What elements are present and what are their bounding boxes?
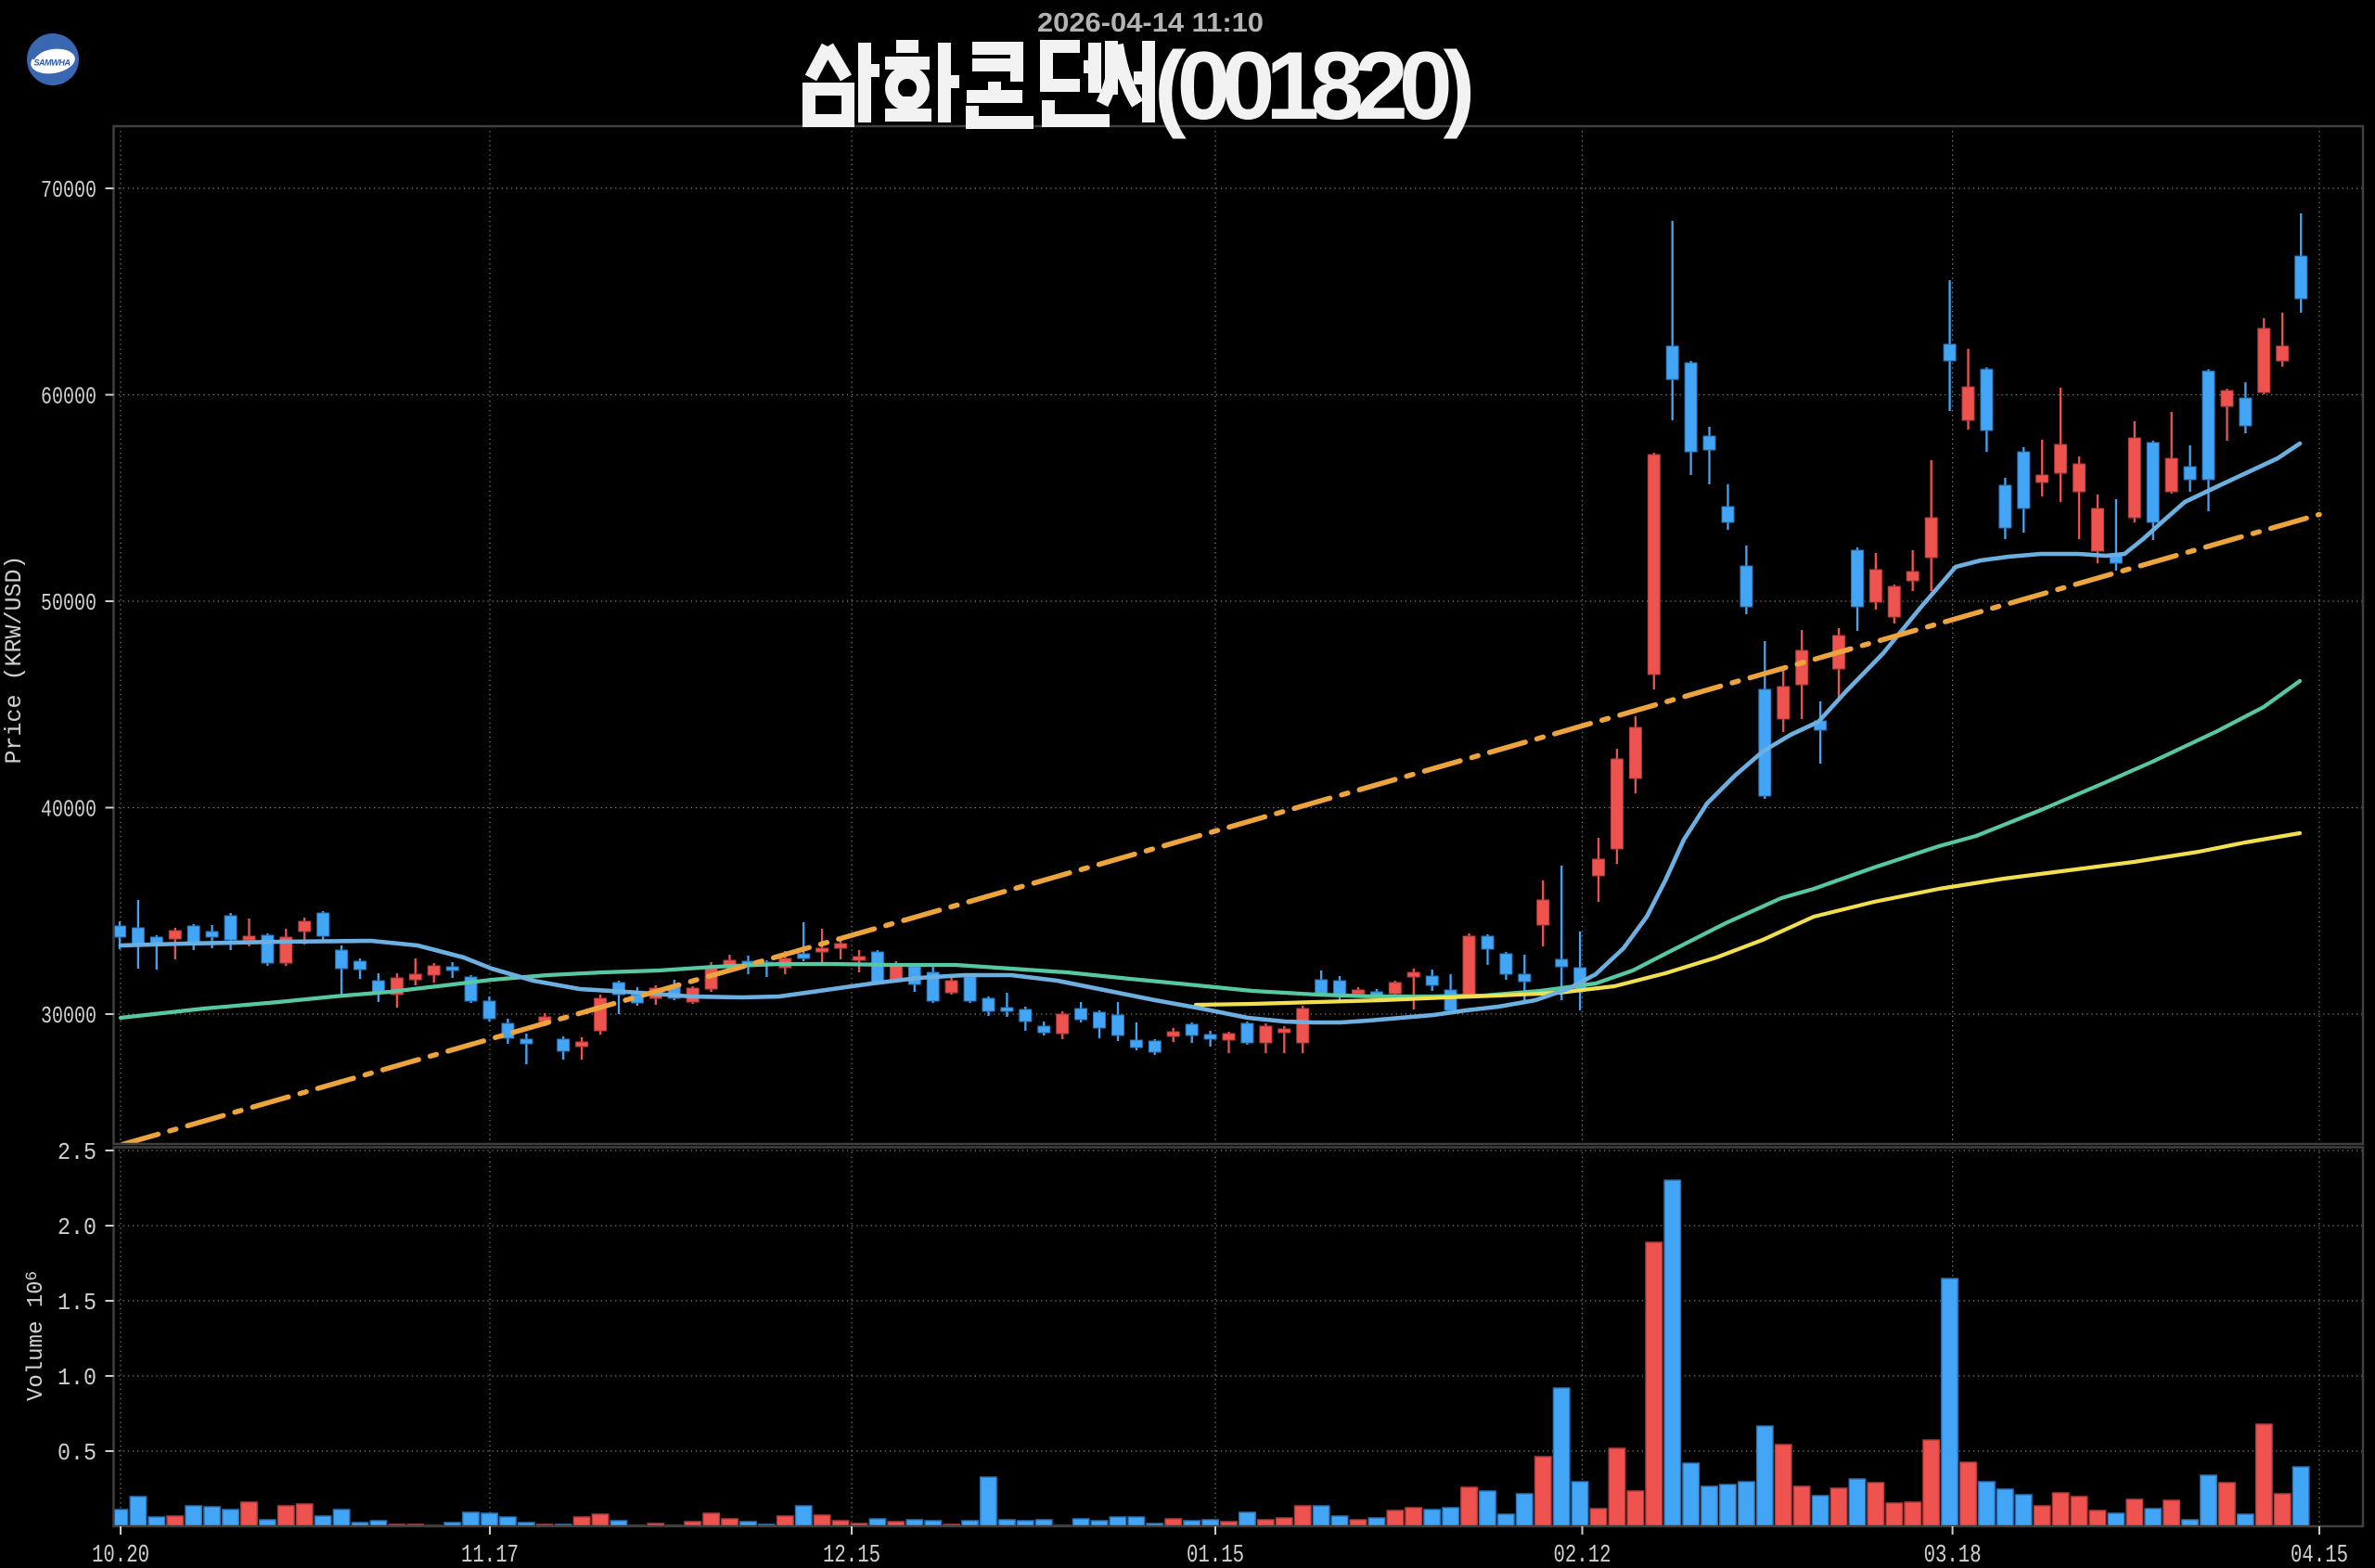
svg-text:30000: 30000 [41,1002,96,1030]
svg-text:(001820): (001820) [1154,32,1471,140]
svg-text:1.5: 1.5 [58,1289,96,1317]
svg-text:11.17: 11.17 [461,1542,519,1568]
svg-text:02.12: 02.12 [1554,1542,1611,1568]
svg-text:Price (KRW/USD): Price (KRW/USD) [1,555,28,764]
svg-text:2.5: 2.5 [58,1138,96,1166]
svg-text:1.0: 1.0 [58,1364,96,1392]
svg-text:10.20: 10.20 [92,1542,149,1568]
svg-text:40000: 40000 [41,796,96,824]
svg-text:60000: 60000 [41,383,96,411]
svg-text:SAMWHA: SAMWHA [33,58,70,68]
svg-text:Volume 106: Volume 106 [23,1271,49,1401]
svg-text:03.18: 03.18 [1924,1542,1982,1568]
svg-text:2.0: 2.0 [58,1214,96,1241]
svg-text:2026-04-14 11:10: 2026-04-14 11:10 [1037,8,1264,38]
svg-text:50000: 50000 [41,589,96,617]
svg-text:04.15: 04.15 [2291,1542,2348,1568]
svg-text:12.15: 12.15 [823,1542,880,1568]
svg-text:70000: 70000 [41,176,96,204]
svg-text:0.5: 0.5 [58,1439,96,1467]
svg-text:01.15: 01.15 [1187,1542,1244,1568]
